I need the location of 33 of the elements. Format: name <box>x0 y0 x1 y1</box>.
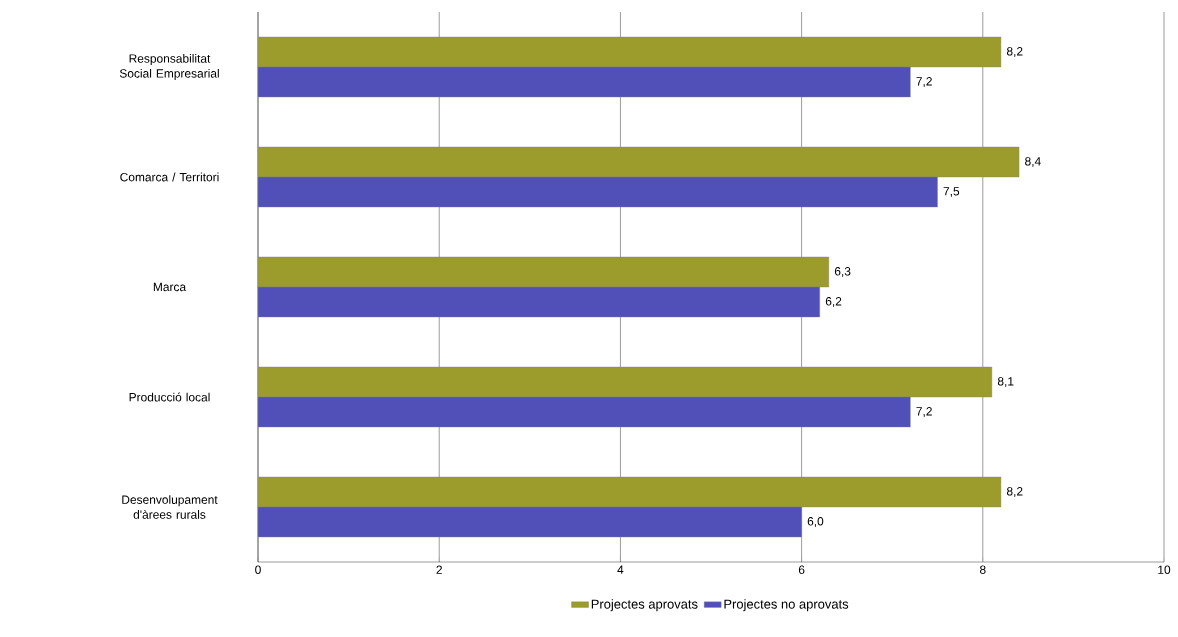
bar <box>258 506 802 538</box>
x-tick-label: 10 <box>1158 565 1171 574</box>
bar <box>258 36 1002 68</box>
x-tick-label: 4 <box>617 565 624 574</box>
y-tick-label: Comarca / Territori <box>120 172 219 182</box>
x-tick-label: 0 <box>255 565 261 574</box>
y-tick-label: Marca <box>153 282 187 292</box>
bar <box>258 146 1020 178</box>
x-tick-label: 2 <box>436 565 442 574</box>
bar <box>258 366 993 398</box>
x-tick-label: 6 <box>798 565 805 574</box>
bar <box>258 476 1002 508</box>
bar <box>258 396 911 428</box>
data-label: 8,1 <box>997 377 1014 387</box>
data-label: 7,2 <box>916 77 932 87</box>
data-label: 6,3 <box>834 267 851 277</box>
bar <box>258 66 911 98</box>
data-label: 8,2 <box>1006 47 1023 57</box>
data-label: 6,2 <box>825 297 842 307</box>
bar <box>258 256 829 288</box>
bar <box>258 176 938 208</box>
x-tick-label: 8 <box>980 565 986 574</box>
legend-label: Projectes aprovats <box>591 599 698 612</box>
data-label: 8,2 <box>1006 487 1023 497</box>
bar <box>258 286 820 318</box>
data-label: 8,4 <box>1025 157 1041 167</box>
y-tick-label: Responsabilitat Social Empresarial <box>119 53 219 81</box>
data-label: 6,0 <box>807 517 824 527</box>
data-label: 7,5 <box>943 187 960 197</box>
y-tick-label: Producció local <box>129 392 210 402</box>
data-label: 7,2 <box>916 407 932 417</box>
legend-label: Projectes no aprovats <box>724 599 849 612</box>
y-tick-label: Desenvolupament d'àrees rurals <box>122 495 218 519</box>
